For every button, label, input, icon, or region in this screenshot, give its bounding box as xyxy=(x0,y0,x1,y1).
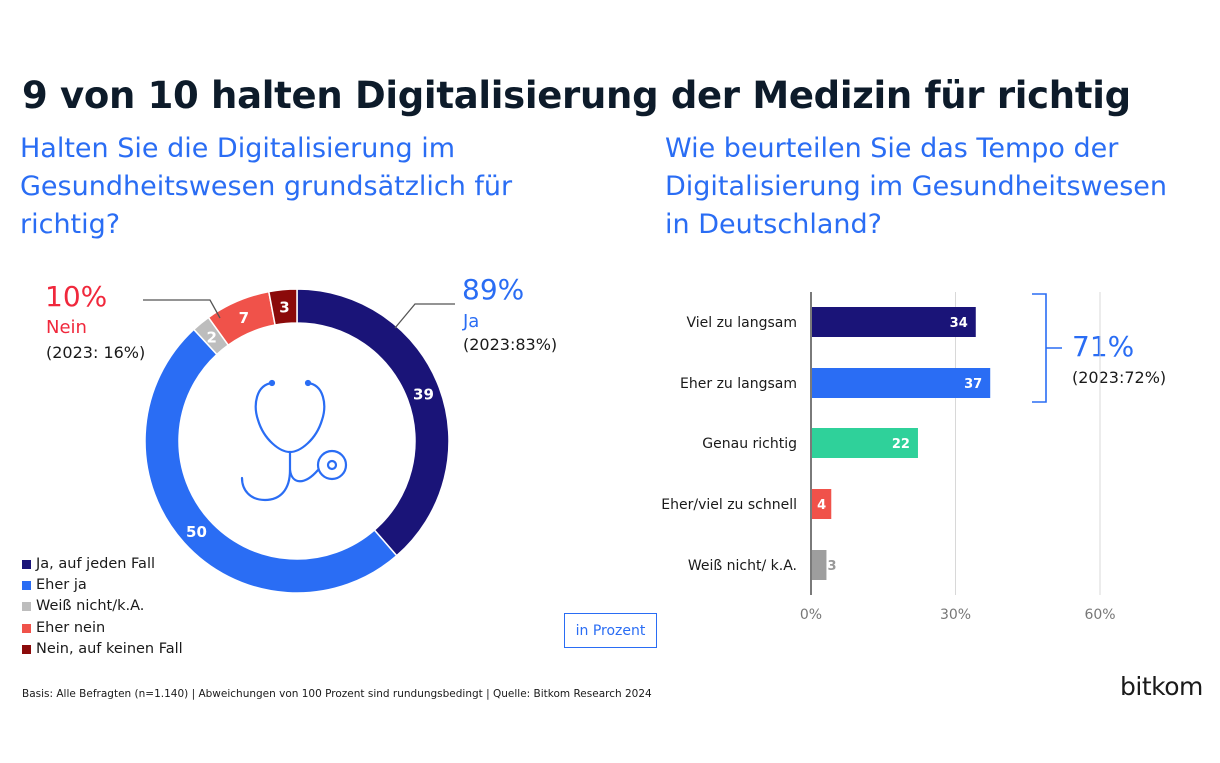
ja-previous: (2023:83%) xyxy=(463,335,558,354)
right-question: Wie beurteilen Sie das Tempo der Digital… xyxy=(665,133,1168,240)
legend-item-eher-nein: Eher nein xyxy=(22,620,105,636)
bar-value-label: 22 xyxy=(892,437,910,452)
donut-value-label: 39 xyxy=(413,386,434,404)
bitkom-logo: bitkom xyxy=(1120,672,1203,701)
legend-item-ja-auf-jeden-fall: Ja, auf jeden Fall xyxy=(22,556,155,572)
bracket-previous: (2023:72%) xyxy=(1072,368,1167,387)
legend-swatch xyxy=(22,580,31,590)
bar xyxy=(812,489,832,519)
legend-swatch xyxy=(22,644,31,654)
donut-chart: 39 50 2 7 3 xyxy=(143,288,455,594)
bar xyxy=(812,368,991,398)
donut-slice-eher-ja xyxy=(144,328,398,594)
unit-note-box: in Prozent xyxy=(564,613,657,648)
ja-label: Ja xyxy=(463,311,480,332)
donut-slice-ja-auf-jeden-fall xyxy=(296,288,450,557)
ja-leader-line xyxy=(394,303,455,329)
bar-value-label: 3 xyxy=(827,559,836,574)
donut-value-label: 50 xyxy=(186,523,207,541)
legend-item-eher-ja: Eher ja xyxy=(22,577,87,593)
page-title: 9 von 10 halten Digitalisierung der Medi… xyxy=(22,74,1131,117)
bar xyxy=(812,550,827,580)
donut-value-label: 2 xyxy=(206,328,216,346)
category-label: Genau richtig xyxy=(702,436,797,452)
x-tick-label: 0% xyxy=(800,607,822,623)
bracket-line xyxy=(1032,293,1062,403)
legend-swatch xyxy=(22,623,31,633)
nein-percent: 10% xyxy=(45,280,108,313)
category-label: Viel zu langsam xyxy=(686,315,797,331)
category-label: Eher zu langsam xyxy=(680,376,797,392)
legend-label: Eher nein xyxy=(36,620,106,636)
stethoscope-icon xyxy=(240,379,348,502)
bracket-percent: 71% xyxy=(1072,330,1135,363)
bar xyxy=(812,428,918,458)
legend-swatch xyxy=(22,559,31,569)
bar xyxy=(812,307,976,337)
legend-label: Eher ja xyxy=(36,577,87,593)
legend-label: Weiß nicht/k.A. xyxy=(36,598,145,614)
legend-swatch xyxy=(22,601,31,611)
donut-value-label: 3 xyxy=(279,299,289,317)
legend-label: Nein, auf keinen Fall xyxy=(36,641,183,657)
bar-value-label: 4 xyxy=(817,498,826,513)
category-label: Eher/viel zu schnell xyxy=(661,497,797,513)
donut-value-label: 7 xyxy=(239,309,249,327)
legend-item-nein-auf-keinen-fall: Nein, auf keinen Fall xyxy=(22,641,183,657)
left-question: Halten Sie die Digitalisierung im Gesund… xyxy=(20,133,513,240)
bar-value-label: 37 xyxy=(964,377,982,392)
footer-source: Basis: Alle Befragten (n=1.140) | Abweic… xyxy=(22,688,652,700)
x-tick-label: 60% xyxy=(1084,607,1115,623)
nein-previous: (2023: 16%) xyxy=(46,343,146,362)
legend-label: Ja, auf jeden Fall xyxy=(36,556,155,572)
nein-label: Nein xyxy=(46,317,87,338)
x-tick-label: 30% xyxy=(940,607,971,623)
donut-slice-nein-auf-keinen-fall xyxy=(267,288,298,326)
legend-item-weiss-nicht: Weiß nicht/k.A. xyxy=(22,598,144,614)
category-label: Weiß nicht/ k.A. xyxy=(688,558,797,574)
ja-percent: 89% xyxy=(462,273,525,306)
bar-value-label: 34 xyxy=(950,316,968,331)
nein-leader-line xyxy=(143,299,221,319)
